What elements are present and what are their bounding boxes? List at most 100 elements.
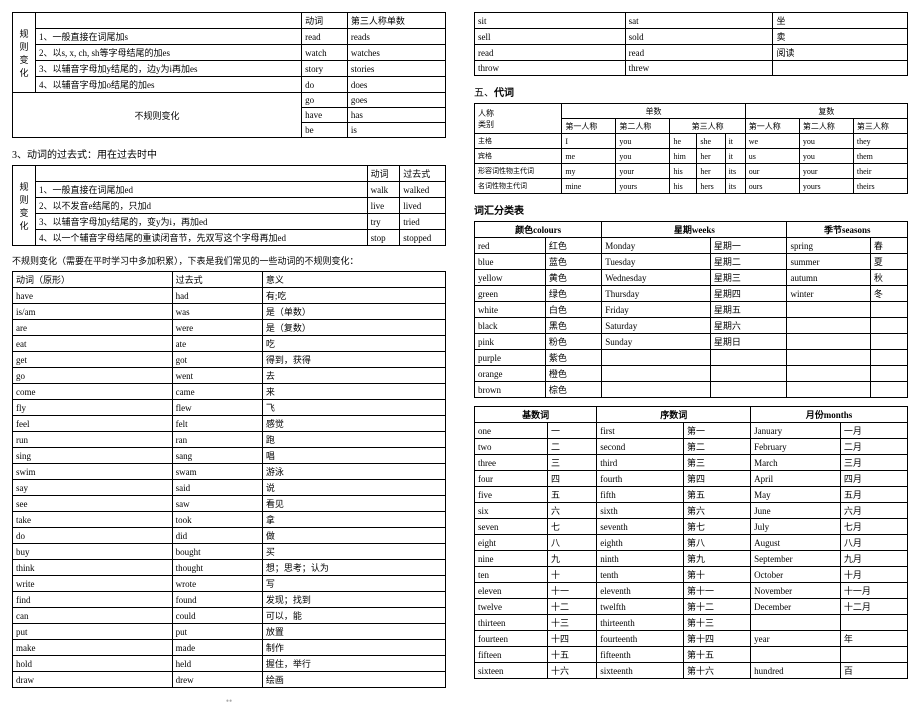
cell: red bbox=[475, 238, 546, 254]
table-irregular-cont: sitsat坐sellsold卖readread阅读throwthrew bbox=[474, 12, 908, 76]
cell: pink bbox=[475, 334, 546, 350]
cell: 第十一 bbox=[684, 583, 751, 599]
cell: 跑 bbox=[262, 432, 445, 448]
cell: come bbox=[13, 384, 173, 400]
cell: 绿色 bbox=[545, 286, 601, 302]
cell: 第十五 bbox=[684, 647, 751, 663]
cell: black bbox=[475, 318, 546, 334]
cell: 十二 bbox=[547, 599, 596, 615]
vocab-title: 词汇分类表 bbox=[474, 202, 908, 217]
cell: sit bbox=[475, 13, 626, 29]
cell: 绘画 bbox=[262, 672, 445, 688]
cell: 一月 bbox=[840, 423, 907, 439]
cell: 四 bbox=[547, 471, 596, 487]
cell: 春 bbox=[870, 238, 907, 254]
cell: hundred bbox=[751, 663, 841, 679]
cell: autumn bbox=[787, 270, 870, 286]
cell: September bbox=[751, 551, 841, 567]
cell: yellow bbox=[475, 270, 546, 286]
cell: seven bbox=[475, 519, 548, 535]
cell: got bbox=[172, 352, 262, 368]
cell: 第十三 bbox=[684, 615, 751, 631]
cell: held bbox=[172, 656, 262, 672]
cell: 三月 bbox=[840, 455, 907, 471]
cell: eighth bbox=[597, 535, 684, 551]
cell: 第二 bbox=[684, 439, 751, 455]
cell: 蓝色 bbox=[545, 254, 601, 270]
cell: 吃 bbox=[262, 336, 445, 352]
cell: 十一 bbox=[547, 583, 596, 599]
cell: thirteenth bbox=[597, 615, 684, 631]
cell: sold bbox=[625, 29, 773, 45]
table-colors-weeks-seasons: 颜色colours 星期weeks 季节seasons red红色Monday星… bbox=[474, 221, 908, 398]
cell: 十 bbox=[547, 567, 596, 583]
cell: year bbox=[751, 631, 841, 647]
cell: sang bbox=[172, 448, 262, 464]
cell: 是（复数） bbox=[262, 320, 445, 336]
cell: said bbox=[172, 480, 262, 496]
cell: was bbox=[172, 304, 262, 320]
cell: sixteen bbox=[475, 663, 548, 679]
cell: spring bbox=[787, 238, 870, 254]
cell: 第十二 bbox=[684, 599, 751, 615]
cell: 第十六 bbox=[684, 663, 751, 679]
cell: 星期六 bbox=[710, 318, 787, 334]
cell: 五 bbox=[547, 487, 596, 503]
cell: 十六 bbox=[547, 663, 596, 679]
cell: Thursday bbox=[602, 286, 711, 302]
cell: came bbox=[172, 384, 262, 400]
cell: had bbox=[172, 288, 262, 304]
cell bbox=[870, 302, 907, 318]
cell bbox=[787, 334, 870, 350]
cell: 握住，举行 bbox=[262, 656, 445, 672]
cell: Friday bbox=[602, 302, 711, 318]
cell: sixteenth bbox=[597, 663, 684, 679]
cell: throw bbox=[475, 61, 626, 76]
cell: 秋 bbox=[870, 270, 907, 286]
cell: threw bbox=[625, 61, 773, 76]
cell: say bbox=[13, 480, 173, 496]
cell: 卖 bbox=[773, 29, 908, 45]
cell: bought bbox=[172, 544, 262, 560]
cell: sat bbox=[625, 13, 773, 29]
cell: 百 bbox=[840, 663, 907, 679]
cell bbox=[840, 647, 907, 663]
cell: 年 bbox=[840, 631, 907, 647]
cell: ninth bbox=[597, 551, 684, 567]
cell: buy bbox=[13, 544, 173, 560]
cell: February bbox=[751, 439, 841, 455]
cell: 白色 bbox=[545, 302, 601, 318]
cell: make bbox=[13, 640, 173, 656]
cell: 十四 bbox=[547, 631, 596, 647]
cell: August bbox=[751, 535, 841, 551]
cell: wrote bbox=[172, 576, 262, 592]
cell: two bbox=[475, 439, 548, 455]
page-marker: •• bbox=[12, 696, 446, 706]
cell: take bbox=[13, 512, 173, 528]
cell: 星期三 bbox=[710, 270, 787, 286]
cell: 五月 bbox=[840, 487, 907, 503]
cell bbox=[840, 615, 907, 631]
cell: Wednesday bbox=[602, 270, 711, 286]
cell bbox=[787, 302, 870, 318]
cell: orange bbox=[475, 366, 546, 382]
cell: swam bbox=[172, 464, 262, 480]
cell bbox=[787, 382, 870, 398]
cell: eleventh bbox=[597, 583, 684, 599]
cell: six bbox=[475, 503, 548, 519]
cell: 是（单数） bbox=[262, 304, 445, 320]
cell: 得到，获得 bbox=[262, 352, 445, 368]
cell: 做 bbox=[262, 528, 445, 544]
table-irregular-verbs: 动词（原形）过去式意义havehad有;吃is/amwas是（单数）arewer… bbox=[12, 271, 446, 688]
cell bbox=[710, 350, 787, 366]
cell: draw bbox=[13, 672, 173, 688]
cell: second bbox=[597, 439, 684, 455]
cell: 游泳 bbox=[262, 464, 445, 480]
cell: fifteen bbox=[475, 647, 548, 663]
cell: 十三 bbox=[547, 615, 596, 631]
cell: 七月 bbox=[840, 519, 907, 535]
cell: 放置 bbox=[262, 624, 445, 640]
cell: fourteen bbox=[475, 631, 548, 647]
cell: 想；思考；认为 bbox=[262, 560, 445, 576]
cell bbox=[870, 318, 907, 334]
